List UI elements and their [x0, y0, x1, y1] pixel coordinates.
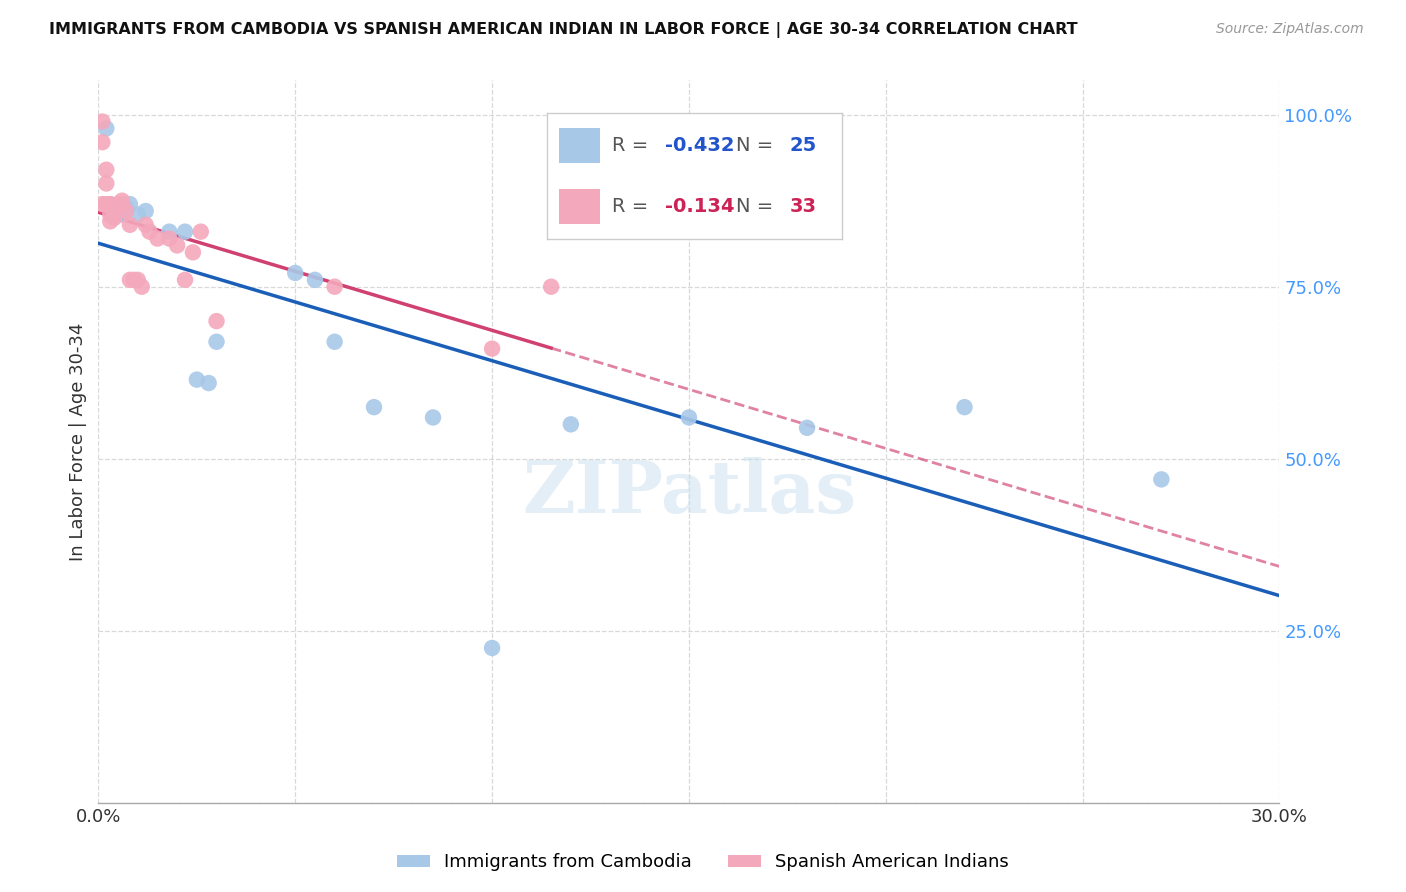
Point [98, 197, 121, 211]
Point [174, 273, 197, 287]
Point [174, 225, 197, 239]
Point [560, 417, 582, 432]
Point [96, 197, 118, 211]
Point [205, 334, 228, 349]
Point [481, 640, 503, 655]
Point [157, 225, 180, 239]
Y-axis label: In Labor Force | Age 30-34: In Labor Force | Age 30-34 [69, 322, 87, 561]
Point [91, 197, 114, 211]
Text: Source: ZipAtlas.com: Source: ZipAtlas.com [1216, 22, 1364, 37]
Point [107, 197, 129, 211]
Point [135, 218, 157, 232]
Point [678, 410, 700, 425]
Point [127, 273, 149, 287]
Point [107, 201, 129, 215]
Point [96, 162, 118, 177]
Point [127, 207, 149, 221]
Point [131, 279, 153, 293]
Point [96, 121, 118, 136]
Point [91, 135, 114, 149]
Point [118, 197, 141, 211]
Point [107, 197, 129, 211]
Point [205, 314, 228, 328]
Point [98, 207, 121, 221]
Point [91, 114, 114, 128]
Point [422, 410, 444, 425]
Point [98, 197, 121, 211]
Legend: Immigrants from Cambodia, Spanish American Indians: Immigrants from Cambodia, Spanish Americ… [389, 847, 1017, 879]
Text: IMMIGRANTS FROM CAMBODIA VS SPANISH AMERICAN INDIAN IN LABOR FORCE | AGE 30-34 C: IMMIGRANTS FROM CAMBODIA VS SPANISH AMER… [49, 22, 1078, 38]
Point [540, 279, 562, 293]
Point [118, 273, 141, 287]
Point [96, 177, 118, 191]
Point [481, 342, 503, 356]
Point [138, 225, 160, 239]
Point [146, 231, 169, 245]
Point [111, 197, 134, 211]
Point [186, 373, 208, 387]
Point [323, 334, 346, 349]
Point [197, 376, 219, 390]
Point [115, 201, 138, 215]
Point [181, 245, 204, 260]
Point [157, 231, 180, 245]
Point [796, 421, 818, 435]
Point [284, 266, 307, 280]
Point [115, 204, 138, 219]
Point [111, 194, 134, 208]
Point [103, 211, 125, 225]
Point [103, 204, 125, 219]
Point [166, 238, 188, 252]
Point [103, 207, 125, 221]
Point [98, 214, 121, 228]
Point [190, 225, 212, 239]
Point [363, 400, 385, 414]
Point [111, 207, 134, 221]
Point [122, 273, 145, 287]
Point [323, 279, 346, 293]
Point [1150, 472, 1173, 486]
Point [135, 204, 157, 219]
Point [118, 218, 141, 232]
Point [953, 400, 976, 414]
Point [304, 273, 326, 287]
Text: ZIPatlas: ZIPatlas [522, 457, 856, 527]
